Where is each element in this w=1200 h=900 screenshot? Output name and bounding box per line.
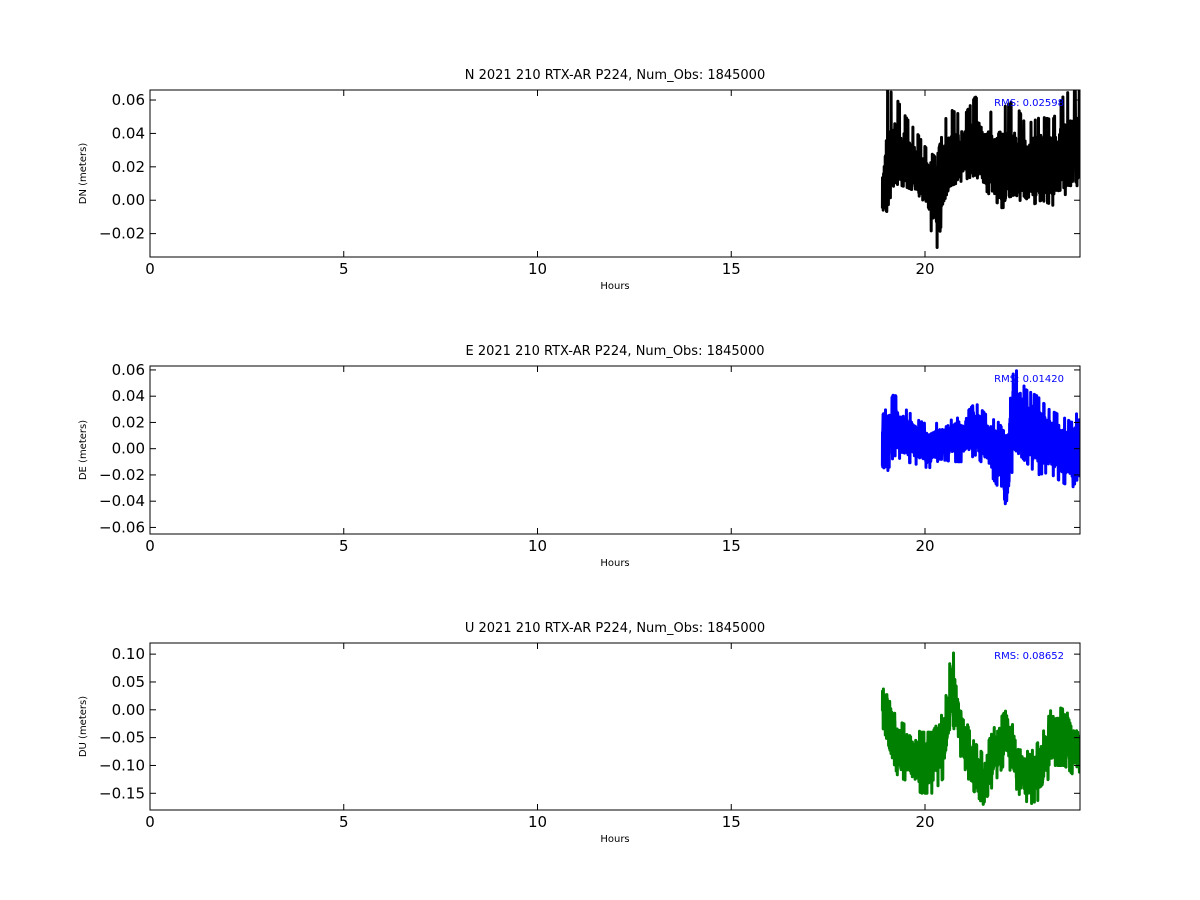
y-tick-label: 0.04 <box>112 387 145 405</box>
x-tick-label: 15 <box>722 813 741 831</box>
x-tick-label: 10 <box>528 260 547 278</box>
x-tick-label: 15 <box>722 260 741 278</box>
x-tick-label: 20 <box>915 537 934 555</box>
y-tick-label: −0.04 <box>99 492 145 510</box>
x-tick-label: 0 <box>145 813 155 831</box>
y-tick-label: 0.10 <box>112 645 145 663</box>
x-tick-label: 5 <box>339 537 349 555</box>
y-tick-label: 0.04 <box>112 124 145 142</box>
x-axis-label-north: Hours <box>600 281 629 292</box>
series-line-up <box>880 651 1080 806</box>
y-tick-label: −0.02 <box>99 466 145 484</box>
panel-east: 0 5 10 15 20 −0.06 −0.04 −0.02 0.00 0.02 0.04 0.06 E… <box>78 344 1081 569</box>
x-axis-label-up: Hours <box>600 834 629 845</box>
x-tick-label: 10 <box>528 813 547 831</box>
y-tick-label: 0.02 <box>112 413 145 431</box>
chart-title-east: E 2021 210 RTX-AR P224, Num_Obs: 1845000 <box>466 344 765 359</box>
x-tick-label: 0 <box>145 260 155 278</box>
x-tick-label: 20 <box>915 813 934 831</box>
rms-annotation-north: RMS: 0.02598 <box>994 98 1064 109</box>
x-axis-label-east: Hours <box>600 558 629 569</box>
y-tick-label: 0.00 <box>112 440 145 458</box>
series-line-north <box>880 90 1080 249</box>
chart-title-north: N 2021 210 RTX-AR P224, Num_Obs: 1845000 <box>465 68 765 83</box>
x-tick-label: 15 <box>722 537 741 555</box>
x-tick-label: 0 <box>145 537 155 555</box>
y-axis-label-north: DN (meters) <box>78 143 89 205</box>
y-tick-label: −0.02 <box>99 225 145 243</box>
axes-frame-up <box>149 642 1081 811</box>
y-tick-label: −0.10 <box>99 756 145 774</box>
y-tick-label: 0.06 <box>112 361 145 379</box>
y-tick-label: −0.06 <box>99 518 145 536</box>
y-tick-label: 0.06 <box>112 91 145 109</box>
y-tick-label: −0.05 <box>99 729 145 747</box>
rms-annotation-up: RMS: 0.08652 <box>994 651 1064 662</box>
series-line-east <box>880 369 1080 506</box>
y-tick-label: 0.05 <box>112 673 145 691</box>
axes-frame-north <box>149 89 1081 258</box>
x-tick-label: 5 <box>339 813 349 831</box>
x-tick-label: 5 <box>339 260 349 278</box>
axes-frame-east <box>149 365 1081 535</box>
x-tick-label: 20 <box>915 260 934 278</box>
y-tick-label: 0.00 <box>112 701 145 719</box>
panel-up: 0 5 10 15 20 −0.15 −0.10 −0.05 0.00 0.05 0.10 U 202… <box>78 621 1081 845</box>
chart-title-up: U 2021 210 RTX-AR P224, Num_Obs: 1845000 <box>465 621 765 636</box>
y-tick-label: −0.15 <box>99 784 145 802</box>
y-axis-label-east: DE (meters) <box>78 420 89 480</box>
y-axis-label-up: DU (meters) <box>78 696 89 757</box>
y-tick-label: 0.00 <box>112 191 145 209</box>
panel-north: 0 5 10 15 20 −0.02 0.00 0.02 0.04 0.06 N 2021 210 … <box>78 68 1081 292</box>
x-tick-label: 10 <box>528 537 547 555</box>
y-tick-label: 0.02 <box>112 158 145 176</box>
rms-annotation-east: RMS: 0.01420 <box>994 374 1064 385</box>
